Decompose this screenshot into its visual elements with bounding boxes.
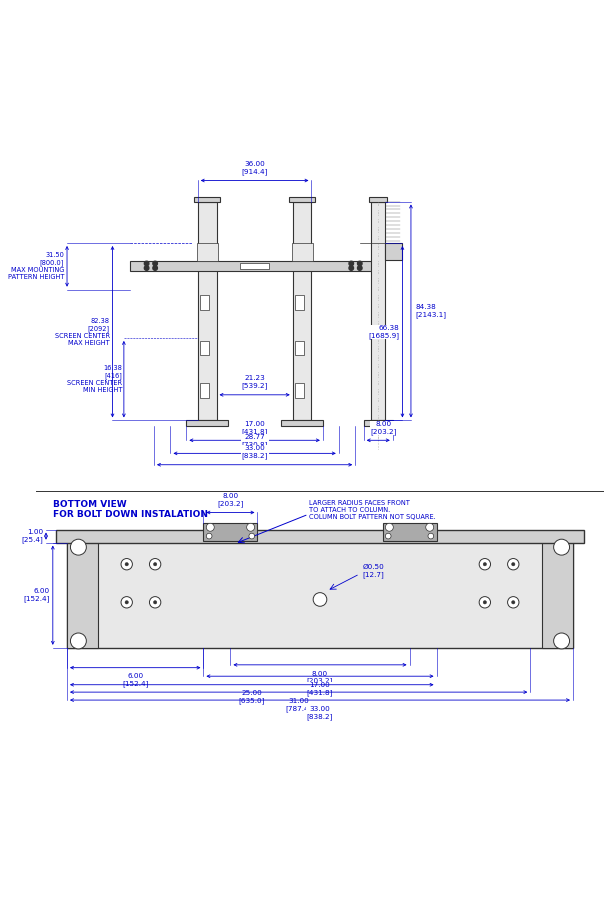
Bar (194, 197, 220, 202)
Bar (67, 540, 573, 648)
Bar (371, 202, 385, 420)
Bar (198, 202, 217, 420)
Circle shape (512, 563, 515, 566)
Circle shape (507, 596, 519, 608)
Circle shape (206, 524, 214, 531)
Circle shape (70, 539, 86, 555)
Bar (293, 202, 311, 420)
Circle shape (121, 558, 132, 570)
Circle shape (385, 534, 391, 539)
Circle shape (121, 596, 132, 608)
Bar (290, 197, 315, 202)
Circle shape (206, 534, 212, 539)
Circle shape (144, 261, 149, 265)
Bar (203, 523, 257, 541)
Text: 6.00
[152.4]: 6.00 [152.4] (122, 674, 149, 687)
Bar (281, 420, 323, 426)
Bar (67, 540, 98, 648)
Bar (200, 384, 209, 397)
Circle shape (246, 524, 254, 531)
Text: 1.00
[25.4]: 1.00 [25.4] (21, 529, 43, 543)
Text: BOTTOM VIEW
FOR BOLT DOWN INSTALATION: BOTTOM VIEW FOR BOLT DOWN INSTALATION (53, 500, 208, 519)
Circle shape (70, 633, 86, 649)
Text: 8.00
[203.2]: 8.00 [203.2] (307, 671, 333, 684)
Text: 82.38
[2092]
SCREEN CENTER
MAX HEIGHT: 82.38 [2092] SCREEN CENTER MAX HEIGHT (55, 318, 110, 345)
Text: 25.00
[635.0]: 25.00 [635.0] (239, 691, 265, 704)
Text: 36.00
[914.4]: 36.00 [914.4] (242, 161, 268, 175)
Bar (186, 420, 228, 426)
Bar (240, 264, 269, 269)
Bar (295, 341, 304, 355)
Bar (291, 243, 313, 261)
Circle shape (154, 563, 157, 566)
Circle shape (426, 524, 433, 531)
Bar (370, 197, 387, 202)
Text: 84.38
[2143.1]: 84.38 [2143.1] (416, 305, 447, 318)
Bar (200, 341, 209, 355)
Bar (200, 295, 209, 310)
Text: 33.00
[838.2]: 33.00 [838.2] (307, 705, 333, 720)
Text: 17.00
[431.8]: 17.00 [431.8] (307, 682, 333, 695)
Circle shape (358, 261, 362, 265)
Circle shape (483, 563, 487, 566)
Bar (541, 540, 573, 648)
Circle shape (149, 596, 161, 608)
Circle shape (507, 558, 519, 570)
Text: 21.23
[539.2]: 21.23 [539.2] (242, 375, 268, 389)
Text: 66.38
[1685.9]: 66.38 [1685.9] (368, 325, 399, 338)
Bar (364, 420, 393, 426)
Circle shape (358, 265, 362, 270)
Circle shape (349, 261, 353, 265)
Text: LARGER RADIUS FACES FRONT
TO ATTACH TO COLUMN.
COLUMN BOLT PATTERN NOT SQUARE.: LARGER RADIUS FACES FRONT TO ATTACH TO C… (308, 500, 435, 520)
Circle shape (154, 601, 157, 604)
Circle shape (479, 558, 490, 570)
Circle shape (125, 563, 129, 566)
Bar (385, 243, 402, 260)
Circle shape (385, 524, 393, 531)
Circle shape (483, 601, 487, 604)
Text: 6.00
[152.4]: 6.00 [152.4] (24, 588, 50, 602)
Text: Ø0.50
[12.7]: Ø0.50 [12.7] (362, 564, 384, 578)
Circle shape (554, 539, 569, 555)
Circle shape (512, 601, 515, 604)
Circle shape (149, 558, 161, 570)
Circle shape (249, 534, 254, 539)
Text: 16.38
[416]
SCREEN CENTER
MIN HEIGHT: 16.38 [416] SCREEN CENTER MIN HEIGHT (67, 365, 122, 393)
Circle shape (554, 633, 569, 649)
Bar (56, 530, 585, 543)
Circle shape (479, 596, 490, 608)
Circle shape (153, 261, 157, 265)
Text: 28.77
[730.8]: 28.77 [730.8] (242, 434, 268, 447)
Bar (129, 261, 379, 272)
Circle shape (144, 265, 149, 270)
Bar (382, 523, 436, 541)
Circle shape (313, 593, 327, 606)
Text: 31.00
[787.4]: 31.00 [787.4] (285, 698, 312, 712)
Circle shape (125, 601, 129, 604)
Circle shape (428, 534, 433, 539)
Circle shape (349, 265, 353, 270)
Text: 31.50
[800.0]
MAX MOUNTING
PATTERN HEIGHT: 31.50 [800.0] MAX MOUNTING PATTERN HEIGH… (8, 253, 64, 280)
Circle shape (153, 265, 157, 270)
Bar (197, 243, 218, 261)
Bar (295, 384, 304, 397)
Text: 8.00
[203.2]: 8.00 [203.2] (217, 493, 243, 507)
Text: 33.00
[838.2]: 33.00 [838.2] (242, 445, 268, 459)
Bar (295, 295, 304, 310)
Text: 17.00
[431.8]: 17.00 [431.8] (242, 421, 268, 435)
Text: 8.00
[203.2]: 8.00 [203.2] (371, 421, 397, 435)
